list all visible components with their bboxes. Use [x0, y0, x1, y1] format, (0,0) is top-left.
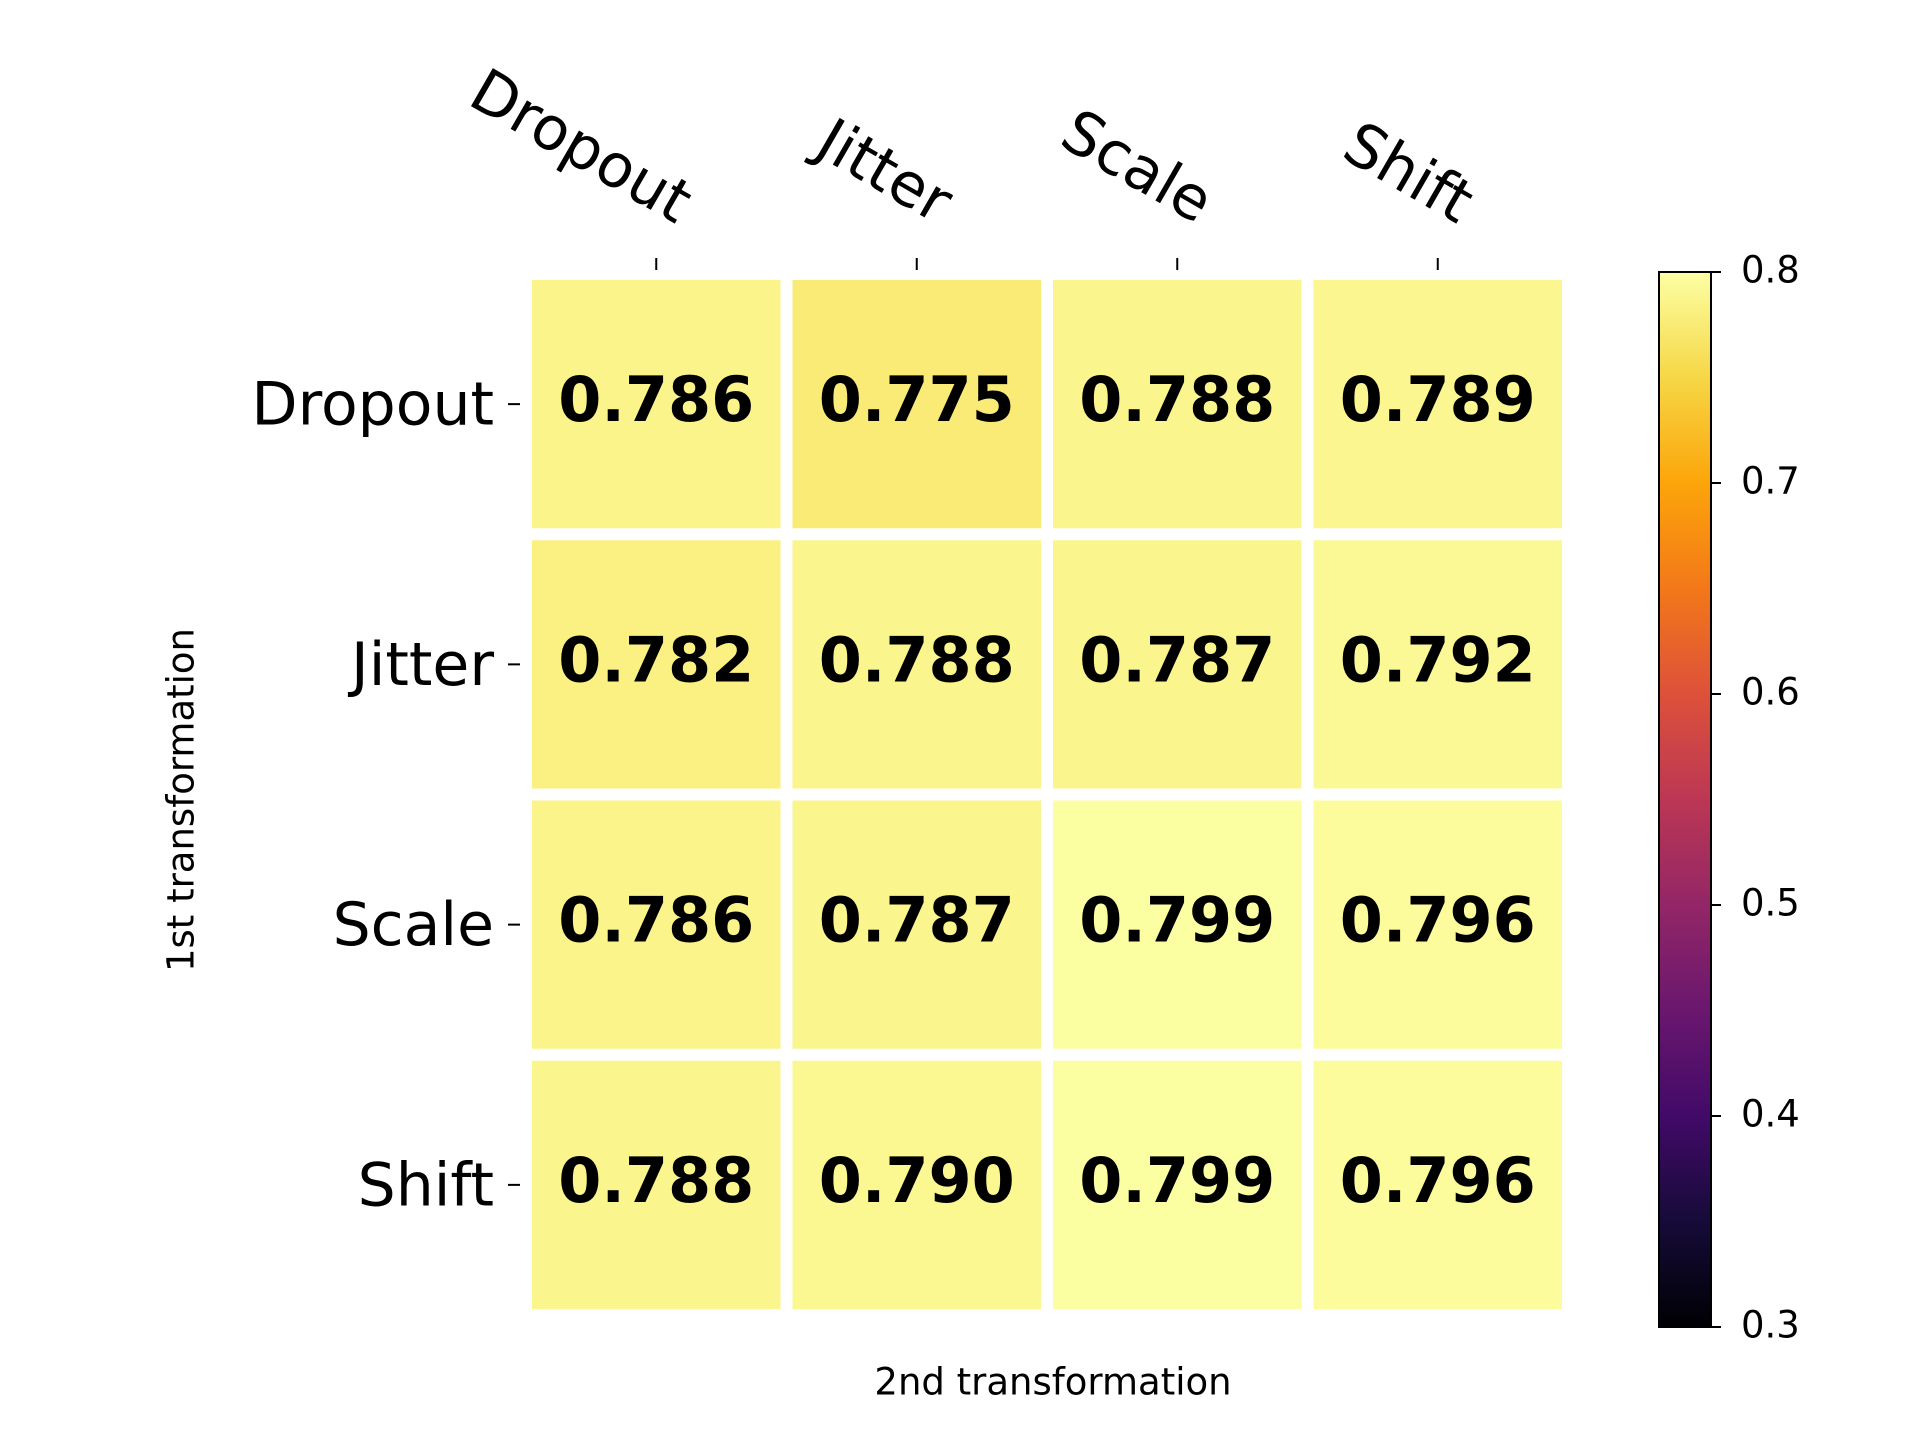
cell-value-label: 0.790	[819, 1144, 1015, 1217]
colorbar-tick-label: 0.7	[1741, 460, 1800, 503]
colorbar-tick-label: 0.3	[1741, 1304, 1800, 1347]
cell-value-label: 0.787	[1079, 623, 1275, 696]
heatmap-cell	[792, 540, 1041, 789]
heatmap-cell	[1313, 280, 1562, 529]
y-tick-label: Scale	[333, 890, 494, 960]
heatmap-cell	[792, 280, 1041, 529]
colorbar-tick-label: 0.5	[1741, 882, 1800, 925]
x-tick-label: Jitter	[802, 103, 965, 237]
x-tick-label: Scale	[1050, 96, 1225, 237]
cell-value-label: 0.788	[558, 1144, 754, 1217]
y-tick-label: Dropout	[251, 370, 494, 440]
cell-value-label: 0.786	[558, 363, 754, 436]
heatmap-cell	[1053, 540, 1302, 789]
cell-value-label: 0.787	[819, 884, 1015, 957]
colorbar-tick-label: 0.8	[1741, 249, 1800, 292]
cell-value-label: 0.799	[1079, 1144, 1275, 1217]
heatmap-cell	[1313, 540, 1562, 789]
cell-value-label: 0.788	[1079, 363, 1275, 436]
heatmap-cell	[532, 800, 781, 1049]
y-tick-label: Shift	[358, 1150, 494, 1220]
cell-value-label: 0.775	[819, 363, 1015, 436]
heatmap-cell	[1053, 800, 1302, 1049]
cell-value-label: 0.789	[1340, 363, 1536, 436]
heatmap-cell	[792, 1060, 1041, 1309]
cell-value-label: 0.799	[1079, 884, 1275, 957]
heatmap-cell	[1313, 800, 1562, 1049]
cell-value-label: 0.782	[558, 623, 754, 696]
cell-value-label: 0.796	[1340, 884, 1536, 957]
cell-value-label: 0.788	[819, 623, 1015, 696]
heatmap-cell	[1313, 1060, 1562, 1309]
x-tick-label: Shift	[1332, 109, 1485, 238]
y-axis-label: 1st transformation	[160, 628, 203, 972]
y-tick-label: Jitter	[347, 630, 494, 700]
heatmap-cell	[532, 1060, 781, 1309]
x-axis-label: 2nd transformation	[874, 1361, 1231, 1404]
colorbar-tick-label: 0.6	[1741, 671, 1800, 714]
cell-value-label: 0.792	[1340, 623, 1536, 696]
x-tick-label: Dropout	[458, 55, 703, 237]
heatmap-cell	[1053, 1060, 1302, 1309]
heatmap-cell	[792, 800, 1041, 1049]
colorbar-tick-label: 0.4	[1741, 1093, 1800, 1136]
heatmap-cell	[532, 540, 781, 789]
heatmap-cell	[1053, 280, 1302, 529]
heatmap-cell	[532, 280, 781, 529]
colorbar	[1658, 271, 1712, 1328]
cell-value-label: 0.786	[558, 884, 754, 957]
cell-value-label: 0.796	[1340, 1144, 1536, 1217]
